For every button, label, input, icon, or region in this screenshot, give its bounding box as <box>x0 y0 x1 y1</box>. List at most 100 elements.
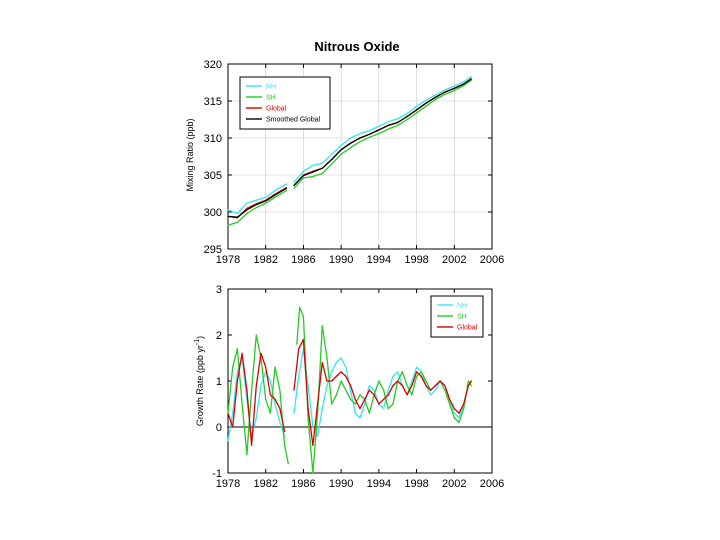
bottom-xtick-label-6: 2002 <box>442 478 466 490</box>
top-legend-label-global: Global <box>266 106 287 113</box>
top-series-smoothed-global <box>227 78 472 218</box>
bottom-point-nh-20 <box>321 408 323 410</box>
bottom-point-global-44 <box>434 385 436 387</box>
bottom-point-global-22 <box>331 380 333 382</box>
bottom-point-global-47 <box>449 398 451 400</box>
bottom-point-global-27 <box>354 398 356 400</box>
top-xtick-label-1: 1982 <box>253 254 277 266</box>
bottom-ytick-label-2: 1 <box>216 376 222 388</box>
top-point-nh-22 <box>425 99 427 101</box>
top-legend-label-sh: SH <box>266 95 276 102</box>
top-point-smoothed-global-25 <box>453 87 455 89</box>
bottom-point-sh-36 <box>392 403 394 405</box>
bottom-point-nh-21 <box>326 385 328 387</box>
bottom-point-nh-27 <box>354 412 356 414</box>
bottom-point-sh-38 <box>401 371 403 373</box>
bottom-point-sh-8 <box>265 398 267 400</box>
top-point-nh-11 <box>321 162 323 164</box>
bottom-point-global-45 <box>439 380 441 382</box>
top-point-smoothed-global-9 <box>302 175 304 177</box>
top-xtick-label-3: 1990 <box>329 254 353 266</box>
bottom-point-sh-15 <box>296 343 298 345</box>
bottom-point-global-4 <box>246 389 248 391</box>
bottom-point-sh-19 <box>312 472 314 474</box>
bottom-point-sh-29 <box>359 394 361 396</box>
top-point-nh-12 <box>331 153 333 155</box>
top-point-smoothed-global-16 <box>368 133 370 135</box>
bottom-point-sh-4 <box>246 454 248 456</box>
bottom-point-nh-0 <box>227 440 229 442</box>
bottom-point-global-3 <box>241 352 243 354</box>
top-point-nh-24 <box>444 89 446 91</box>
top-point-nh-9 <box>302 170 304 172</box>
bottom-legend-label-global: Global <box>457 325 478 332</box>
top-point-smoothed-global-24 <box>444 91 446 93</box>
chart-title: Nitrous Oxide <box>314 39 399 54</box>
bottom-point-sh-35 <box>387 408 389 410</box>
top-point-nh-1 <box>236 212 238 215</box>
top-point-nh-26 <box>463 81 465 83</box>
bottom-point-sh-39 <box>406 385 408 387</box>
bottom-ytick-label-3: 2 <box>216 330 222 342</box>
bottom-xtick-label-0: 1978 <box>216 478 240 490</box>
bottom-point-nh-1 <box>232 412 234 414</box>
bottom-point-nh-6 <box>255 417 257 419</box>
top-point-smoothed-global-10 <box>312 171 314 173</box>
top-point-nh-23 <box>434 94 436 96</box>
top-point-smoothed-global-26 <box>463 83 465 85</box>
bottom-point-sh-1 <box>232 366 234 368</box>
top-point-sh-18 <box>387 128 389 130</box>
bottom-point-nh-25 <box>345 366 347 368</box>
bottom-ytick-label-0: -1 <box>212 468 222 480</box>
bottom-point-nh-28 <box>359 417 361 419</box>
bottom-point-nh-39 <box>411 380 413 382</box>
bottom-point-sh-42 <box>420 371 422 373</box>
bottom-point-nh-43 <box>430 394 432 396</box>
bottom-point-nh-49 <box>458 417 460 419</box>
top-point-smoothed-global-12 <box>331 158 333 161</box>
bottom-point-global-49 <box>458 412 460 414</box>
top-point-sh-25 <box>453 90 455 92</box>
bottom-point-global-2 <box>236 380 238 382</box>
top-ytick-label-4: 315 <box>204 96 222 108</box>
top-point-nh-20 <box>406 113 408 115</box>
bottom-point-global-35 <box>392 385 394 387</box>
bottom-point-global-40 <box>416 371 418 373</box>
bottom-point-sh-25 <box>340 380 342 382</box>
top-point-sh-17 <box>378 133 380 135</box>
bottom-point-sh-40 <box>411 394 413 396</box>
top-point-sh-4 <box>265 202 267 204</box>
bottom-point-global-32 <box>378 403 380 405</box>
bottom-ytick-label-1: 0 <box>216 422 222 434</box>
top-xtick-label-6: 2002 <box>442 254 466 266</box>
top-point-sh-16 <box>368 136 370 138</box>
bottom-point-nh-22 <box>331 371 333 373</box>
top-point-nh-17 <box>378 125 380 127</box>
bottom-point-global-43 <box>430 389 432 391</box>
bottom-point-sh-24 <box>335 394 337 396</box>
top-point-nh-6 <box>285 183 288 185</box>
bottom-xtick-label-1: 1982 <box>253 478 277 490</box>
top-point-smoothed-global-0 <box>227 215 229 217</box>
bottom-point-global-19 <box>317 403 319 405</box>
top-point-smoothed-global-19 <box>397 121 399 124</box>
top-point-smoothed-global-23 <box>434 96 436 98</box>
bottom-point-sh-51 <box>463 408 465 410</box>
top-point-sh-27 <box>470 79 472 81</box>
bottom-point-sh-53 <box>470 385 472 387</box>
bottom-point-global-39 <box>411 385 413 387</box>
top-point-sh-21 <box>416 112 418 114</box>
bottom-xtick-label-4: 1994 <box>367 478 391 490</box>
top-point-smoothed-global-8 <box>293 184 295 186</box>
top-point-sh-3 <box>255 207 257 209</box>
bottom-point-nh-29 <box>364 403 366 405</box>
top-point-sh-14 <box>350 147 352 149</box>
bottom-point-global-31 <box>373 394 375 396</box>
bottom-ytick-label-4: 3 <box>216 284 222 296</box>
bottom-point-sh-50 <box>458 421 460 423</box>
bottom-point-nh-26 <box>350 389 352 391</box>
top-point-nh-19 <box>397 118 399 120</box>
bottom-point-sh-23 <box>331 403 333 405</box>
top-point-nh-5 <box>274 189 276 192</box>
